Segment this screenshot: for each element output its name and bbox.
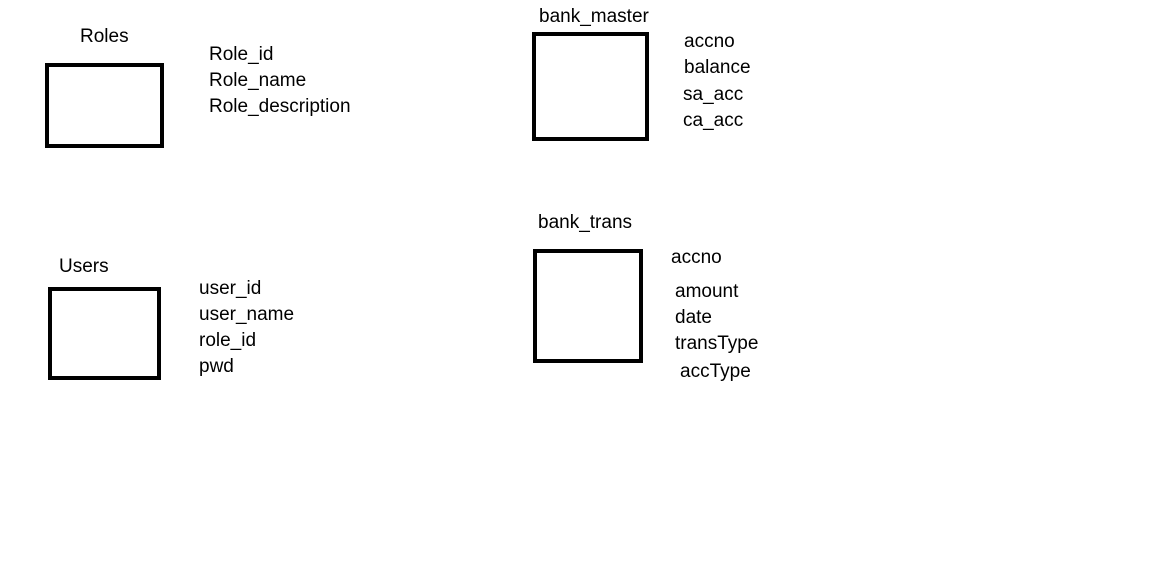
entity-title-bank-trans: bank_trans bbox=[538, 212, 633, 233]
entity-box-users bbox=[48, 287, 161, 380]
attribute-accno: accno bbox=[684, 31, 735, 52]
attribute-balance: balance bbox=[684, 57, 751, 78]
attribute-role-id: Role_id bbox=[209, 44, 274, 65]
attribute-role-id-fk: role_id bbox=[199, 330, 257, 351]
attribute-user-name: user_name bbox=[199, 304, 295, 325]
attribute-acc-type: accType bbox=[680, 361, 751, 382]
entity-box-roles bbox=[45, 63, 164, 148]
attribute-role-name: Role_name bbox=[209, 70, 307, 91]
attribute-amount: amount bbox=[675, 281, 739, 302]
attribute-accno: accno bbox=[671, 247, 722, 268]
attribute-pwd: pwd bbox=[199, 356, 234, 377]
entity-box-bank-trans bbox=[533, 249, 643, 363]
entity-box-bank-master bbox=[532, 32, 649, 141]
entity-title-users: Users bbox=[59, 256, 109, 277]
entity-title-bank-master: bank_master bbox=[539, 6, 649, 27]
attribute-sa-acc: sa_acc bbox=[683, 84, 744, 105]
attribute-date: date bbox=[675, 307, 712, 328]
attribute-role-description: Role_description bbox=[209, 96, 351, 117]
attribute-user-id: user_id bbox=[199, 278, 262, 299]
attribute-ca-acc: ca_acc bbox=[683, 110, 744, 131]
attribute-trans-type: transType bbox=[675, 333, 759, 354]
entity-title-roles: Roles bbox=[80, 26, 129, 47]
